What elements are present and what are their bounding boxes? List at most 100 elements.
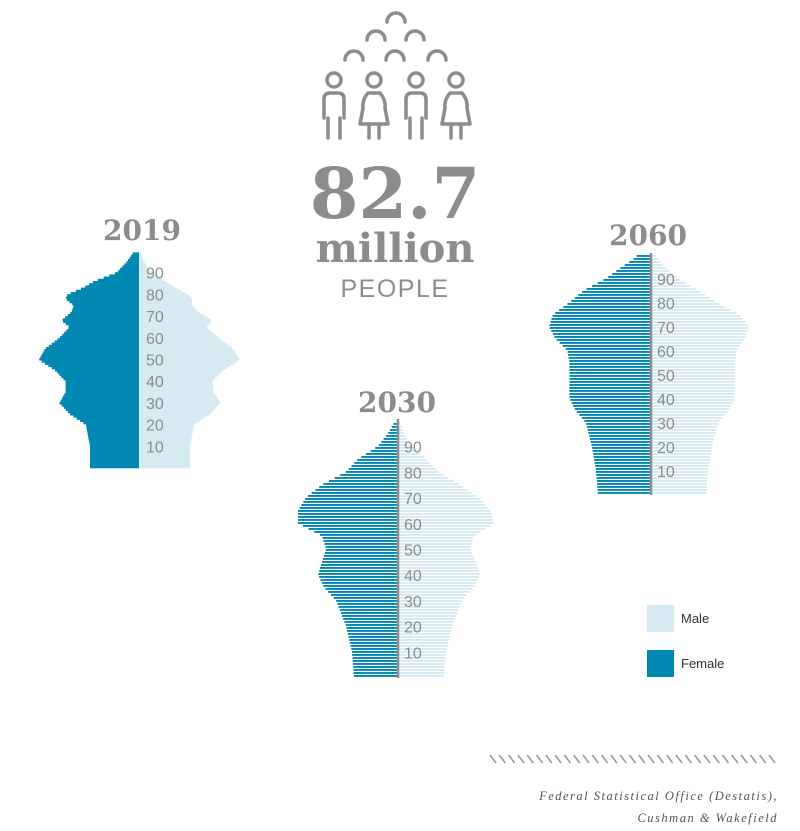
crowd-arc-icon (384, 49, 406, 62)
male-bar (398, 660, 446, 662)
male-bar (398, 483, 459, 485)
female-bar (592, 450, 651, 452)
female-bar (319, 486, 398, 488)
female-bar (393, 423, 398, 425)
male-bar (398, 573, 480, 575)
female-bar (66, 329, 139, 332)
female-bar (65, 316, 139, 319)
female-bar (391, 426, 398, 428)
male-bar (398, 456, 424, 458)
male-bar (139, 362, 234, 365)
male-bar (139, 331, 213, 335)
male-bar (398, 426, 402, 428)
male-bar (651, 429, 717, 431)
male-bar (398, 477, 449, 479)
male-bar (398, 468, 436, 470)
female-bar (352, 657, 398, 659)
female-bar (586, 426, 651, 428)
female-bar (586, 423, 651, 425)
female-bar (66, 298, 139, 302)
female-bar (60, 336, 139, 339)
male-bar (398, 435, 406, 437)
female-bar (353, 675, 398, 677)
male-bar (139, 454, 190, 458)
male-bar (139, 441, 191, 445)
female-bar (381, 441, 398, 443)
male-bar (651, 381, 735, 383)
female-bar (352, 660, 398, 662)
male-bar (139, 278, 164, 282)
male-bar (139, 382, 213, 385)
male-bar (398, 567, 478, 569)
legend-swatch-male (647, 605, 674, 632)
female-bar (593, 456, 651, 458)
male-bar (139, 461, 190, 464)
hatch-stroke (731, 754, 739, 764)
female-bar (569, 375, 651, 377)
female-bar (63, 406, 139, 409)
female-bar (608, 276, 651, 278)
age-tick-label: 90 (404, 440, 422, 457)
female-bar (323, 585, 398, 587)
female-bar (571, 300, 651, 302)
female-bar (129, 256, 139, 260)
female-bar (357, 459, 398, 461)
male-bar (651, 258, 658, 260)
female-bar (348, 636, 398, 638)
female-bar (325, 549, 398, 551)
age-tick-label: 60 (657, 344, 675, 361)
female-bar (348, 468, 398, 470)
female-bar (569, 366, 651, 368)
male-bar (139, 263, 146, 266)
female-bar (620, 267, 651, 269)
male-bar (651, 396, 735, 398)
male-bar (651, 450, 712, 452)
male-bar (398, 447, 414, 449)
male-bar (651, 420, 720, 422)
female-bar (65, 408, 139, 412)
age-tick-label: 20 (404, 620, 422, 637)
male-bar (139, 314, 204, 317)
male-bar (398, 651, 446, 653)
male-bar (651, 474, 708, 476)
crowd-arc-icon (365, 29, 387, 42)
male-bar (139, 443, 191, 447)
age-tick-label: 20 (657, 440, 675, 457)
female-bar (89, 283, 139, 286)
female-bar (315, 489, 398, 491)
male-bar (139, 283, 171, 286)
male-bar (651, 453, 711, 455)
male-bar (398, 504, 485, 506)
female-bar (328, 591, 398, 593)
male-bar (139, 457, 190, 460)
female-bar (63, 395, 139, 398)
hatch-stroke (619, 754, 627, 764)
male-bar (398, 480, 454, 482)
female-bar (83, 421, 139, 425)
female-bar (323, 555, 398, 557)
male-bar (398, 627, 452, 629)
male-bar (651, 354, 736, 356)
male-bar (139, 333, 216, 337)
male-bar (651, 405, 731, 407)
female-bar (314, 531, 398, 533)
male-bar (139, 406, 217, 409)
female-bar (569, 387, 651, 389)
female-bar (54, 340, 139, 343)
female-bar (64, 331, 139, 335)
male-bar (398, 537, 474, 539)
female-bar (301, 504, 398, 506)
female-bar (554, 336, 651, 338)
male-bar (139, 446, 190, 449)
male-bar (139, 342, 227, 346)
female-bar (62, 318, 139, 321)
male-bar (651, 303, 720, 305)
male-bar (651, 399, 734, 401)
female-bar (90, 454, 139, 458)
male-bar (651, 363, 735, 365)
female-bar (90, 459, 139, 462)
hatch-stroke (545, 754, 553, 764)
female-bar (40, 355, 139, 359)
male-bar (651, 489, 707, 491)
hatch-stroke (517, 754, 525, 764)
